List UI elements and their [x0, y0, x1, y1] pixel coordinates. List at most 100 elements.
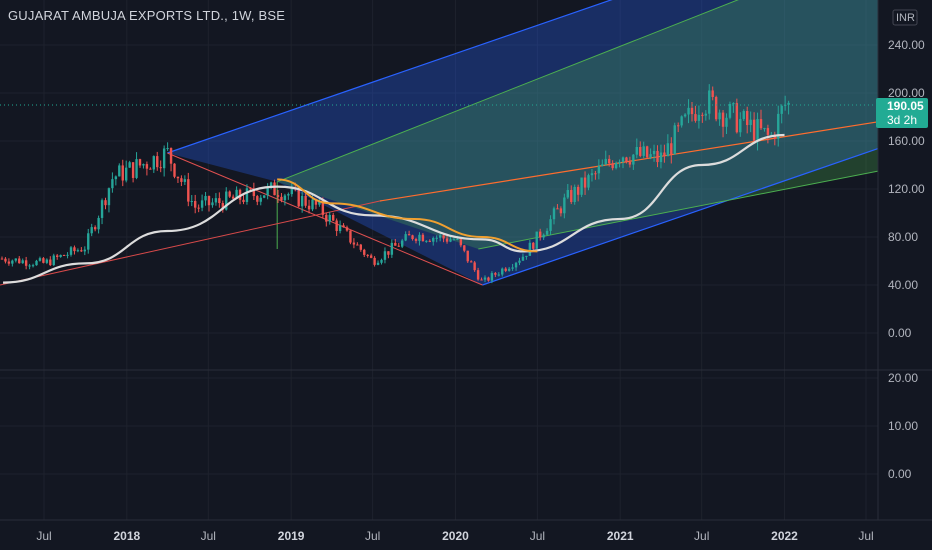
candle-body [670, 143, 673, 155]
candle-body [332, 214, 335, 221]
candle-body [539, 231, 542, 238]
candle-body [114, 176, 118, 180]
price-tick-label: 240.00 [888, 38, 925, 52]
candle-body [552, 208, 556, 220]
candle-body [56, 255, 59, 257]
moving-average-line [3, 133, 785, 284]
time-tick-label: Jul [694, 529, 709, 543]
candle-body [652, 150, 656, 155]
candle-body [680, 116, 683, 126]
candle-body [273, 182, 276, 196]
candle-body [4, 258, 7, 262]
candle-body [563, 197, 566, 214]
candle-body [90, 227, 93, 234]
candle-body [197, 207, 200, 209]
candle-body [601, 164, 604, 167]
candle-body [597, 166, 601, 174]
candle-body [728, 103, 732, 118]
candle-body [494, 273, 497, 275]
candle-body [452, 239, 456, 241]
candle-body [38, 258, 42, 261]
pitchfork-median-line [379, 121, 879, 202]
candle-body [83, 249, 86, 252]
candle-body [511, 267, 514, 269]
indicator-tick-label: 10.00 [888, 419, 918, 433]
candle-body [259, 197, 262, 202]
candle-body [200, 200, 204, 208]
candle-body [625, 157, 628, 163]
pitchfork-handle-line [167, 152, 483, 286]
candle-body [618, 161, 621, 163]
candle-body [470, 261, 473, 263]
candle-body [621, 157, 625, 162]
time-tick-label: Jul [858, 529, 873, 543]
candle-body [169, 148, 173, 164]
candle-body [570, 190, 573, 203]
candle-body [235, 189, 238, 199]
candle-body [480, 279, 483, 281]
median-average-line [277, 178, 538, 253]
pitchfork-median-back [0, 200, 380, 286]
candle-body [42, 258, 45, 263]
candle-body [225, 191, 228, 210]
candle-body [121, 165, 124, 181]
candle-body [476, 270, 480, 280]
candle-body [635, 146, 638, 155]
candle-body [514, 262, 518, 268]
candle-body [632, 154, 635, 165]
candle-body [387, 251, 390, 255]
currency-badge[interactable] [892, 9, 918, 26]
candle-body [683, 114, 687, 117]
time-tick-label: Jul [530, 529, 545, 543]
candle-body [749, 119, 752, 126]
candle-body [14, 258, 17, 261]
candle-body [290, 188, 293, 195]
time-tick-label: 2020 [442, 529, 469, 543]
candle-body [214, 198, 218, 203]
candle-body [59, 255, 62, 257]
candle-body [356, 244, 359, 246]
candle-body [549, 219, 552, 231]
candle-body [176, 176, 180, 179]
candle-body [504, 268, 507, 271]
candle-body [304, 195, 307, 206]
candle-body [459, 238, 463, 246]
indicator-tick-label: 20.00 [888, 371, 918, 385]
candle-body [497, 274, 500, 276]
candle-body [714, 96, 718, 120]
candle-body [777, 113, 780, 139]
moving-average-path [3, 133, 785, 284]
candle-body [173, 163, 176, 177]
candle-body [287, 194, 290, 196]
candle-body [31, 265, 35, 267]
candle-body [307, 205, 311, 210]
price-tick-label: 120.00 [888, 182, 925, 196]
candle-body [159, 167, 162, 169]
candle-body [576, 186, 580, 195]
candle-body [411, 235, 414, 240]
candle-body [580, 177, 583, 195]
candle-body [442, 235, 445, 239]
candle-body [107, 188, 111, 206]
candle-series [0, 84, 790, 284]
candle-body [352, 242, 356, 245]
candle-body [28, 265, 31, 267]
candle-body [414, 239, 418, 241]
candle-body [228, 191, 231, 197]
candle-body [445, 238, 449, 242]
candle-body [611, 163, 614, 169]
candle-body [742, 111, 745, 120]
candle-body [104, 200, 107, 206]
candle-body [456, 238, 459, 240]
candle-body [583, 177, 587, 188]
candle-body [701, 114, 704, 116]
time-tick-label: Jul [201, 529, 216, 543]
candle-body [335, 220, 338, 232]
candle-body [128, 162, 131, 168]
candle-body [466, 250, 469, 262]
price-tick-label: 160.00 [888, 134, 925, 148]
candle-body [639, 146, 642, 156]
candle-body [187, 179, 190, 202]
candle-body [263, 195, 266, 198]
